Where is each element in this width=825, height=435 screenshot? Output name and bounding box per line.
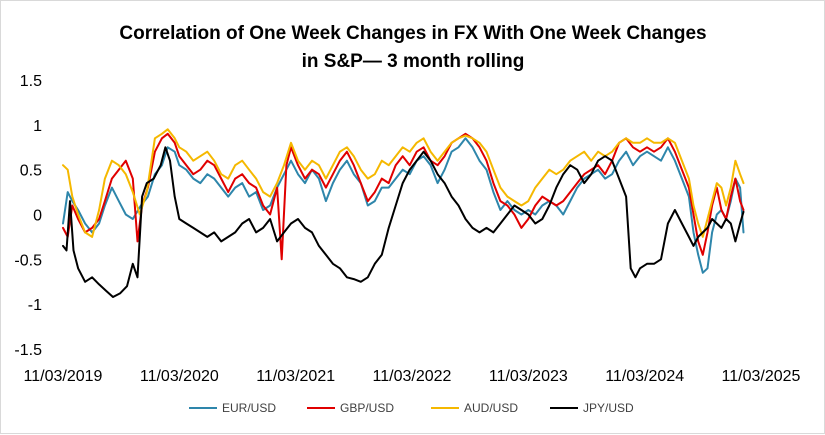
x-tick-label: 11/03/2019 (24, 368, 103, 385)
legend: EUR/USD GBP/USD AUD/USD JPY/USD (189, 401, 634, 415)
series-layer (62, 128, 745, 298)
x-tick-label: 11/03/2020 (140, 368, 219, 385)
x-tick-label: 11/03/2022 (373, 368, 452, 385)
legend-label-eur-usd: EUR/USD (222, 401, 276, 415)
x-tick-label: 11/03/2021 (256, 368, 335, 385)
x-axis: 11/03/2019 11/03/2020 11/03/2021 11/03/2022… (24, 368, 801, 385)
series-line-eur-usd (62, 137, 745, 274)
series-line-gbp-usd (62, 132, 745, 261)
series-line-aud-usd (62, 128, 745, 238)
y-tick-label: 1.5 (20, 73, 42, 90)
series-line-jpy-usd (62, 146, 745, 298)
x-tick-label: 11/03/2024 (605, 368, 684, 385)
x-tick-label: 11/03/2025 (722, 368, 801, 385)
x-tick-label: 11/03/2023 (489, 368, 568, 385)
y-axis: 1.5 1 0.5 0 -0.5 -1 -1.5 (14, 73, 42, 359)
legend-label-aud-usd: AUD/USD (464, 401, 518, 415)
y-tick-label: -1 (28, 297, 42, 314)
y-tick-label: 0.5 (20, 163, 42, 180)
y-tick-label: -0.5 (14, 252, 42, 269)
y-tick-label: 1 (33, 118, 42, 135)
y-tick-label: 0 (33, 208, 42, 225)
y-tick-label: -1.5 (14, 342, 42, 359)
chart-title-line-2: in S&P— 3 month rolling (302, 51, 525, 72)
legend-label-gbp-usd: GBP/USD (340, 401, 394, 415)
chart-title-line-1: Correlation of One Week Changes in FX Wi… (119, 23, 706, 44)
legend-label-jpy-usd: JPY/USD (583, 401, 634, 415)
